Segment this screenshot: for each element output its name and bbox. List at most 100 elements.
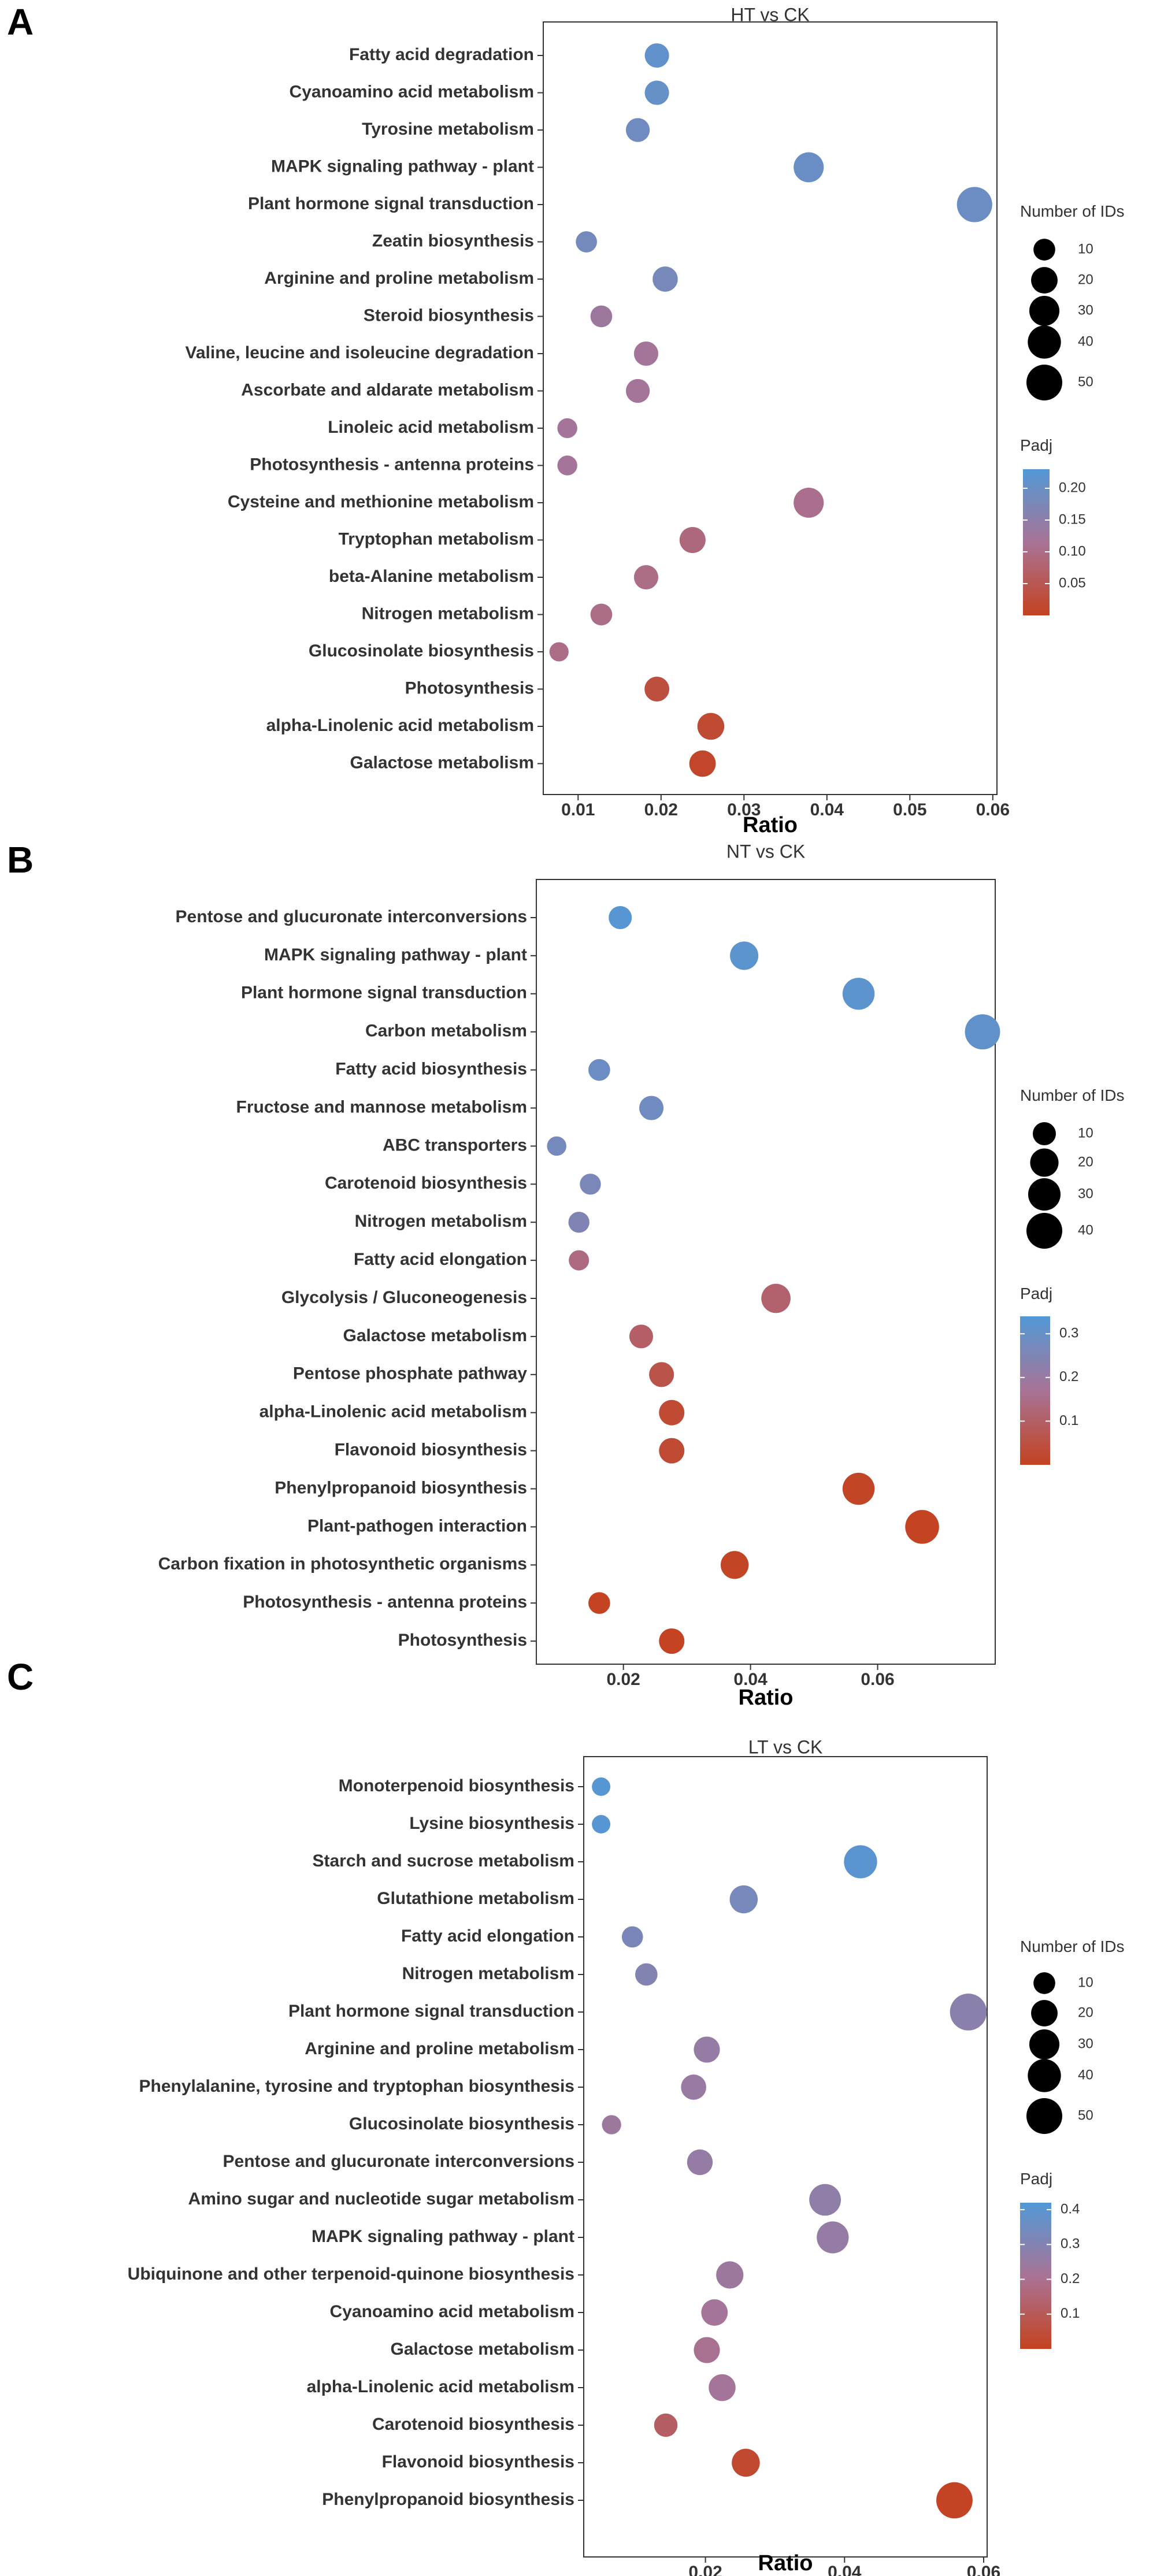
data-point [659,1400,685,1426]
size-legend-title: Number of IDs [1020,202,1125,220]
data-point [809,2184,841,2216]
y-tick-label: Galactose metabolism [343,1326,527,1345]
x-tick-label: 0.06 [967,2563,1000,2576]
y-tick-label: Fatty acid biosynthesis [335,1060,527,1079]
data-point [654,2413,678,2437]
data-point [633,565,659,590]
y-tick-label: Photosynthesis - antenna proteins [243,1593,527,1612]
x-tick-label: 0.03 [727,800,761,819]
data-point [568,1211,590,1233]
size-legend-circle [1026,1213,1062,1249]
panel-C: C LT vs CK 0.02 0.04 0.06 Ratio Monoterpenoid … [7,1656,1125,2576]
y-tick-label: Glycolysis / Gluconeogenesis [281,1288,527,1307]
y-tick-label: Carotenoid biosynthesis [372,2415,574,2434]
chart-title: NT vs CK [726,841,805,862]
colorbar-tick-label: 0.3 [1059,1326,1078,1341]
colorbar-tick-label: 0.15 [1059,511,1086,527]
x-axis-label: Ratio [739,1686,794,1710]
data-point [761,1283,791,1313]
data-point [590,305,613,328]
size-legend-circle [1033,1122,1056,1145]
data-point [716,2261,744,2289]
panel-letter: A [7,1,34,43]
y-tick-label: Valine, leucine and isoleucine degradati… [185,343,534,362]
colorbar-tick-label: 0.4 [1061,2201,1080,2217]
data-point [588,1059,610,1081]
x-tick-label: 0.02 [688,2563,722,2576]
y-tick-label: Plant hormone signal transduction [288,2002,574,2021]
size-legend-label: 30 [1078,1186,1093,1201]
y-tick-label: Photosynthesis - antenna proteins [250,455,534,474]
y-tick-label: Photosynthesis [405,678,534,697]
y-tick-label: Fatty acid elongation [401,1927,574,1946]
size-legend-label: 30 [1078,2036,1093,2051]
y-tick-label: Linoleic acid metabolism [328,418,534,437]
size-legend-circle [1026,2098,1062,2134]
data-point [709,2374,736,2401]
y-tick-label: Glucosinolate biosynthesis [349,2114,574,2133]
size-legend-label: 20 [1078,2005,1093,2020]
data-point [905,1510,939,1544]
data-point [644,43,669,68]
y-tick-label: Phenylpropanoid biosynthesis [275,1478,527,1497]
data-point [629,1324,653,1349]
size-legend-circle [1028,325,1061,359]
data-point [950,1994,987,2031]
size-legend-circle [1031,267,1058,294]
size-legend-circle [1029,2029,1060,2060]
panel-B: B NT vs CK 0.02 0.04 0.06 Ratio Pentose and gl… [7,839,1125,1710]
y-tick-label: MAPK signaling pathway - plant [271,157,534,176]
size-legend-circle [1033,239,1055,261]
y-tick-label: Carbon metabolism [365,1022,527,1041]
x-tick-label: 0.05 [893,800,926,819]
data-point [956,187,992,222]
y-tick-label: Glutathione metabolism [377,1889,574,1908]
data-point [694,2036,720,2063]
colorbar-tick-label: 0.1 [1059,1413,1078,1428]
y-tick-label: Phenylpropanoid biosynthesis [322,2490,574,2509]
data-point [592,1777,611,1796]
data-point [694,2337,720,2363]
size-legend-label: 20 [1078,272,1093,287]
y-tick-label: Amino sugar and nucleotide sugar metabol… [188,2189,574,2208]
colorbar-tick-label: 0.2 [1059,1369,1078,1384]
size-legend-label: 10 [1078,1125,1093,1141]
y-tick-label: Fatty acid degradation [349,45,534,64]
x-axis-label: Ratio [743,813,798,837]
color-legend-title: Padj [1020,1285,1052,1302]
y-tick-label: MAPK signaling pathway - plant [264,945,527,964]
plot-frame [583,1756,988,2558]
data-point [689,750,716,777]
data-point [635,1963,658,1986]
data-point [679,526,706,554]
data-point [652,266,678,292]
y-tick-label: Tyrosine metabolism [362,120,534,139]
x-tick-label: 0.04 [733,1670,768,1689]
size-legend-circle [1028,1178,1061,1211]
y-tick-label: Nitrogen metabolism [402,1964,574,1983]
size-legend-circle [1033,1972,1055,1994]
data-point [681,2074,706,2100]
y-tick-label: Cyanoamino acid metabolism [290,82,534,101]
size-legend-circle [1031,2000,1058,2026]
size-legend-label: 50 [1078,2107,1093,2123]
colorbar-tick-label: 0.1 [1061,2306,1080,2321]
data-point [625,118,650,142]
data-point [649,1362,674,1387]
y-tick-label: Zeatin biosynthesis [372,231,534,250]
size-legend-label: 40 [1078,1222,1093,1238]
y-tick-label: Arginine and proline metabolism [264,269,534,288]
data-point [659,1438,685,1464]
colorbar-tick-label: 0.10 [1059,543,1086,559]
y-tick-label: Photosynthesis [398,1631,527,1650]
y-tick-label: Fructose and mannose metabolism [236,1097,527,1116]
y-tick-label: Cyanoamino acid metabolism [330,2302,574,2321]
data-point [842,1472,875,1505]
x-tick-label: 0.02 [644,800,678,819]
data-point [580,1174,601,1195]
data-point [547,1136,566,1156]
x-axis-label: Ratio [758,2551,813,2575]
data-point [569,1250,590,1271]
y-tick-label: Starch and sucrose metabolism [313,1851,575,1870]
size-legend-title: Number of IDs [1020,1086,1125,1104]
